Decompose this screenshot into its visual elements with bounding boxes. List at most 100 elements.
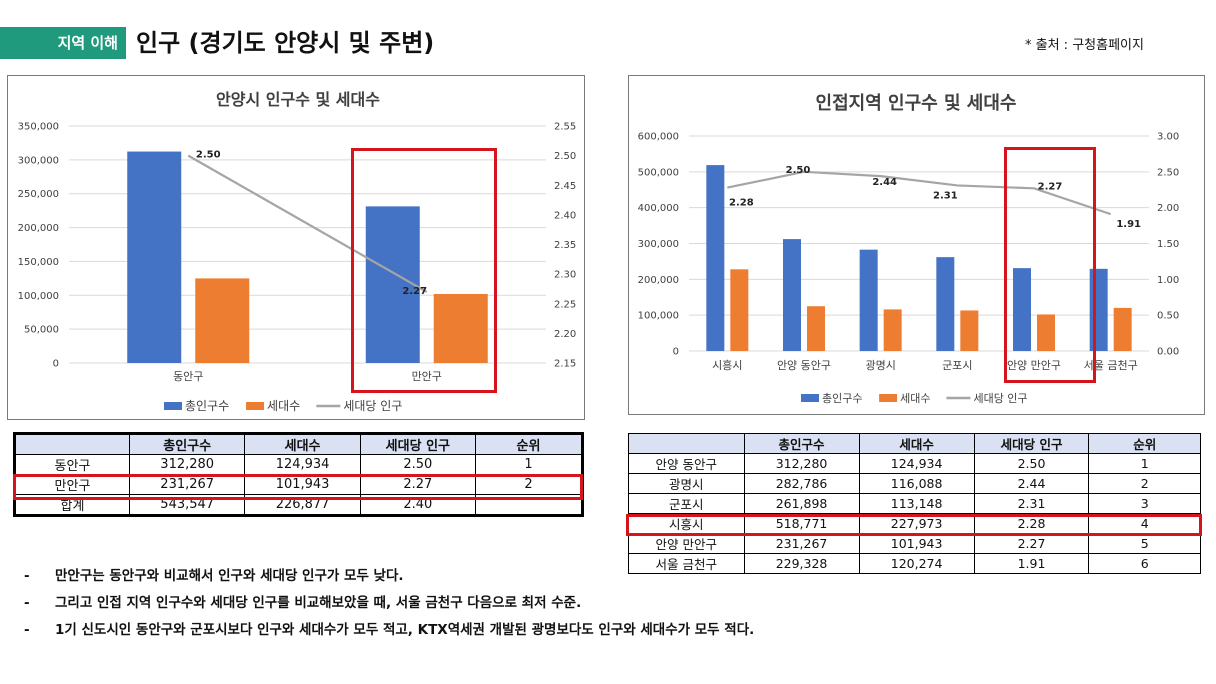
x-category-label: 안양 만안구 [1007, 359, 1061, 372]
x-category-label: 동안구 [173, 370, 203, 383]
y-tick-label: 150,000 [18, 257, 59, 268]
bar-total-population [783, 239, 801, 351]
table-cell: 231,267 [128, 474, 246, 495]
legend-swatch [246, 402, 265, 410]
y2-tick-label: 1.00 [1157, 275, 1179, 286]
table-cell: 1.91 [973, 553, 1090, 574]
table-cell: 2.27 [973, 533, 1090, 554]
right-chart-panel: 인접지역 인구수 및 세대수 0 100,000 200,000 300,000 400,… [628, 75, 1205, 415]
table-cell: 3 [1088, 493, 1201, 514]
table-cell: 2.50 [973, 453, 1090, 474]
legend-swatch [879, 394, 898, 402]
y2-tick-label: 2.50 [554, 151, 576, 162]
legend-label: 세대당 인구 [973, 392, 1027, 405]
y-tick-label: 350,000 [18, 122, 59, 133]
x-category-label: 서울 금천구 [1084, 358, 1138, 372]
bar-total-population [706, 165, 725, 351]
table-cell: 2.28 [973, 513, 1090, 534]
bullet-item: -1기 신도시인 동안구와 군포시보다 인구와 세대수가 모두 적고, KTX역… [24, 622, 755, 638]
column-header [628, 433, 745, 454]
bar-households [730, 269, 749, 351]
data-label: 2.28 [729, 198, 754, 209]
column-header: 총인구수 [128, 433, 246, 455]
right-table-highlight [626, 514, 1202, 536]
table-cell: 261,898 [743, 493, 860, 514]
table-cell: 229,328 [743, 553, 860, 574]
table-row: 광명시 282,786 116,088 2.44 2 [628, 473, 1201, 494]
bar-households [195, 278, 250, 363]
table-cell: 312,280 [128, 454, 246, 475]
x-category-label: 광명시 [865, 359, 895, 372]
column-header: 총인구수 [743, 433, 860, 454]
bar-households [960, 310, 979, 351]
y-tick-label: 250,000 [18, 189, 59, 200]
table-row: 안양 만안구 231,267 101,943 2.27 5 [628, 533, 1201, 554]
data-label: 2.27 [402, 286, 427, 297]
y-tick-label: 300,000 [18, 155, 59, 166]
y-tick-label: 400,000 [638, 203, 679, 214]
data-label: 2.50 [196, 150, 221, 161]
bar-households [1037, 314, 1055, 351]
table-row: 안양 동안구 312,280 124,934 2.50 1 [628, 453, 1201, 474]
legend-label: 세대수 [900, 392, 930, 405]
y2-tick-label: 2.40 [554, 210, 576, 221]
table-cell: 1 [474, 454, 584, 475]
legend-swatch [801, 394, 819, 402]
table-cell: 안양 동안구 [628, 453, 745, 474]
bar-households [433, 293, 488, 363]
table-cell: 5 [1088, 533, 1201, 554]
column-header: 세대당 인구 [973, 433, 1090, 454]
table-cell: 124,934 [858, 453, 975, 474]
table-cell: 2 [1088, 473, 1201, 494]
x-category-label: 안양 동안구 [777, 359, 831, 372]
y-tick-label: 50,000 [24, 325, 59, 336]
table-row: 동안구 312,280 124,934 2.50 1 [14, 454, 584, 475]
y2-tick-label: 2.15 [554, 359, 576, 370]
data-label: 2.31 [933, 190, 958, 201]
legend-label: 세대당 인구 [343, 399, 402, 413]
x-category-label: 군포시 [942, 359, 972, 372]
legend-label: 세대수 [267, 399, 300, 413]
right-table: 총인구수 세대수 세대당 인구 순위 안양 동안구 312,280 124,934 2.50 1… [628, 433, 1201, 574]
section-tag: 지역 이해 [0, 27, 126, 59]
y-tick-label: 300,000 [638, 239, 679, 250]
left-chart-highlight [351, 148, 497, 393]
table-cell: 312,280 [743, 453, 860, 474]
y-tick-label: 0 [673, 347, 679, 358]
bar-total-population [1013, 268, 1031, 351]
table-cell: 동안구 [14, 454, 130, 475]
table-cell: 6 [1088, 553, 1201, 574]
table-cell: 광명시 [628, 473, 745, 494]
y-tick-label: 500,000 [638, 167, 679, 178]
bar-total-population [365, 206, 420, 363]
y2-tick-label: 0.50 [1157, 311, 1179, 322]
bar-total-population [859, 249, 878, 351]
legend-label: 총인구수 [185, 399, 229, 413]
column-header: 순위 [1088, 433, 1201, 454]
y2-tick-label: 2.55 [554, 122, 576, 133]
table-cell: 116,088 [858, 473, 975, 494]
table-row: 군포시 261,898 113,148 2.31 3 [628, 493, 1201, 514]
right-chart-highlight [1004, 147, 1096, 383]
table-cell: 231,267 [743, 533, 860, 554]
table-cell: 101,943 [858, 533, 975, 554]
data-label: 1.91 [1116, 219, 1141, 230]
column-header: 세대수 [244, 433, 361, 455]
table-cell: 1 [1088, 453, 1201, 474]
x-category-label: 만안구 [412, 370, 442, 383]
bar-households [883, 309, 902, 351]
table-header-row: 총인구수 세대수 세대당 인구 순위 [14, 433, 584, 455]
y-tick-label: 600,000 [638, 132, 679, 143]
bar-total-population [127, 151, 182, 363]
y-tick-label: 200,000 [638, 275, 679, 286]
bullet-item: - 만안구는 동안구와 비교해서 인구와 세대당 인구가 모두 낮다. [24, 568, 404, 584]
bar-households [1113, 307, 1132, 351]
page-title: 인구 (경기도 안양시 및 주변) [136, 29, 435, 57]
column-header: 세대당 인구 [359, 433, 476, 455]
source-note: * 출처 : 구청홈페이지 [1025, 38, 1144, 53]
line-per-household [727, 170, 1112, 216]
table-header-row: 총인구수 세대수 세대당 인구 순위 [628, 433, 1201, 454]
right-chart: 인접지역 인구수 및 세대수 0 100,000 200,000 300,000 400,… [638, 93, 1180, 405]
summary-bullets: - 만안구는 동안구와 비교해서 인구와 세대당 인구가 모두 낮다. - 그리고 … [24, 563, 754, 644]
chart-title: 인접지역 인구수 및 세대수 [816, 93, 1017, 114]
